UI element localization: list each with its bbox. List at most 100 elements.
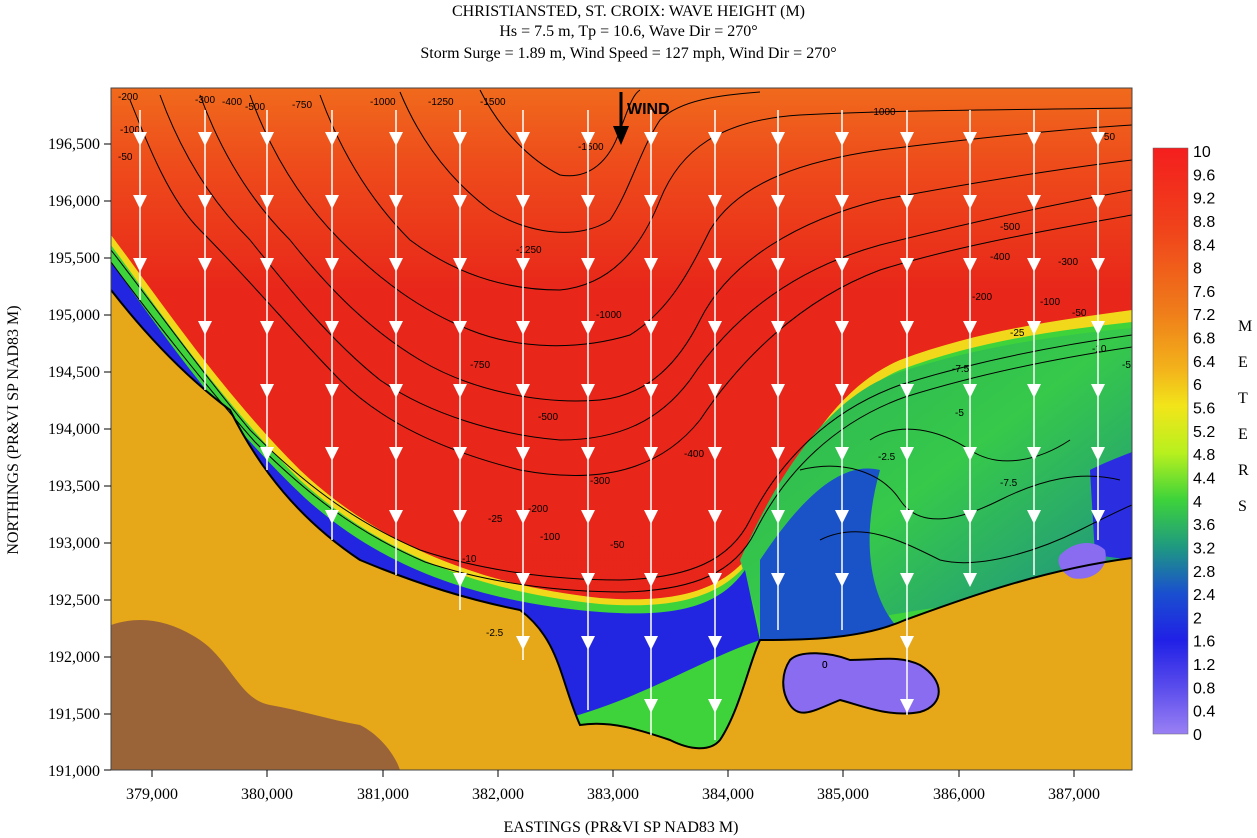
contour-label: -1000	[870, 107, 896, 118]
wave-arrow-head	[963, 510, 977, 524]
wave-arrow-head	[453, 573, 467, 587]
wave-arrow-head	[581, 258, 595, 272]
wave-arrow-head	[644, 132, 658, 146]
wave-arrow-head	[1027, 321, 1041, 335]
wave-arrow-head	[260, 384, 274, 398]
contour-label: -1500	[480, 97, 506, 108]
wave-arrow-head	[835, 510, 849, 524]
wave-arrow-head	[325, 321, 339, 335]
wave-arrow-head	[453, 447, 467, 461]
colorbar-tick-label: 5.6	[1193, 401, 1215, 418]
y-tick-label: 191,000	[48, 763, 100, 780]
wave-arrow-head	[771, 258, 785, 272]
wave-arrow-head	[1091, 132, 1105, 146]
wave-arrow-head	[453, 510, 467, 524]
wave-arrow-head	[1091, 384, 1105, 398]
contour-label: 0	[822, 660, 828, 671]
wave-arrow-head	[389, 510, 403, 524]
wave-arrow-head	[1027, 384, 1041, 398]
wave-arrow-head	[644, 384, 658, 398]
wave-arrow-head	[708, 447, 722, 461]
colorbar-tick-label: 3.2	[1193, 540, 1215, 557]
wave-arrow-head	[453, 321, 467, 335]
contour-label: -25	[1010, 328, 1025, 339]
y-tick-label: 196,000	[48, 193, 100, 210]
colorbar-tick-label: 0.8	[1193, 680, 1215, 697]
highland-brown	[111, 620, 400, 770]
x-tick-label: 384,000	[702, 786, 754, 803]
contour-label: -50	[610, 540, 625, 551]
colorbar-gradient	[1152, 147, 1189, 735]
wave-arrow-head	[453, 258, 467, 272]
coastline	[111, 289, 1132, 750]
colorbar-tick-label: 7.6	[1193, 284, 1215, 301]
contour-label: -10	[462, 554, 477, 565]
y-tick-label: 193,500	[48, 478, 100, 495]
east-blue-channel	[760, 468, 900, 645]
wave-arrow-head	[963, 321, 977, 335]
wave-arrow-head	[708, 195, 722, 209]
contour-label: -1500	[578, 142, 604, 153]
wave-arrow-head	[516, 510, 530, 524]
contour-label: 0	[822, 660, 828, 671]
map-title: CHRISTIANSTED, ST. CROIX: WAVE HEIGHT (M…	[451, 3, 806, 20]
wave-arrow-head	[900, 573, 914, 587]
wave-arrow-head	[708, 510, 722, 524]
depth-contours	[111, 89, 1132, 593]
contour-label: -300	[590, 476, 610, 487]
contour-label: -7.5	[952, 364, 970, 375]
wave-arrow-head	[260, 258, 274, 272]
wave-arrow-head	[325, 510, 339, 524]
contour-label: -100	[540, 532, 560, 543]
contour-label: -5	[955, 408, 964, 419]
wave-arrow-head	[581, 573, 595, 587]
wave-arrow-head	[963, 132, 977, 146]
wave-arrow-head	[581, 132, 595, 146]
wave-arrow-head	[900, 258, 914, 272]
contour-label: -400	[222, 97, 242, 108]
wave-arrow-head	[516, 384, 530, 398]
wave-arrow-head	[389, 384, 403, 398]
wave-arrow-head	[389, 195, 403, 209]
colorbar-tick-label: 8	[1193, 261, 1202, 278]
wave-arrow-head	[644, 573, 658, 587]
contour-label: -200	[972, 292, 992, 303]
wave-arrow-head	[708, 699, 722, 713]
wave-arrow-head	[900, 510, 914, 524]
contour-label: -750	[292, 100, 312, 111]
wave-arrow-head	[389, 447, 403, 461]
wave-arrow-head	[963, 195, 977, 209]
units-letter: E	[1238, 426, 1248, 443]
x-tick-label: 380,000	[241, 786, 293, 803]
wave-arrow-head	[835, 321, 849, 335]
wave-arrow-head	[581, 447, 595, 461]
wave-arrow-head	[644, 699, 658, 713]
wave-arrow-head	[581, 321, 595, 335]
contour-label: -300	[1058, 257, 1078, 268]
units-letter: S	[1238, 498, 1247, 515]
wave-arrow-head	[516, 447, 530, 461]
wave-arrow-head	[1027, 258, 1041, 272]
wave-arrow-head	[1027, 195, 1041, 209]
land-gold	[111, 290, 1132, 770]
wave-arrow-head	[1027, 447, 1041, 461]
wave-arrow-head	[1091, 195, 1105, 209]
wave-arrow-head	[389, 132, 403, 146]
contour-label: -400	[684, 449, 704, 460]
colorbar-tick-label: 2.8	[1193, 564, 1215, 581]
contour-label: -25	[488, 514, 503, 525]
wave-arrow-head	[198, 321, 212, 335]
contour-label: -200	[118, 92, 138, 103]
y-tick-label: 191,500	[48, 706, 100, 723]
wave-arrow-head	[771, 573, 785, 587]
map-plot-area: -200 -300 -100 -50 -400 -500 -750 -1000 …	[111, 88, 1132, 770]
wave-arrow-head	[963, 573, 977, 587]
wave-arrow-head	[708, 258, 722, 272]
contour-label: -500	[1000, 222, 1020, 233]
x-tick-label: 379,000	[126, 786, 178, 803]
y-tick-label: 194,000	[48, 421, 100, 438]
x-tick-label: 387,000	[1048, 786, 1100, 803]
wave-arrow-head	[516, 573, 530, 587]
wave-arrow-head	[835, 132, 849, 146]
x-axis-title: EASTINGS (PR&VI SP NAD83 M)	[504, 819, 739, 836]
